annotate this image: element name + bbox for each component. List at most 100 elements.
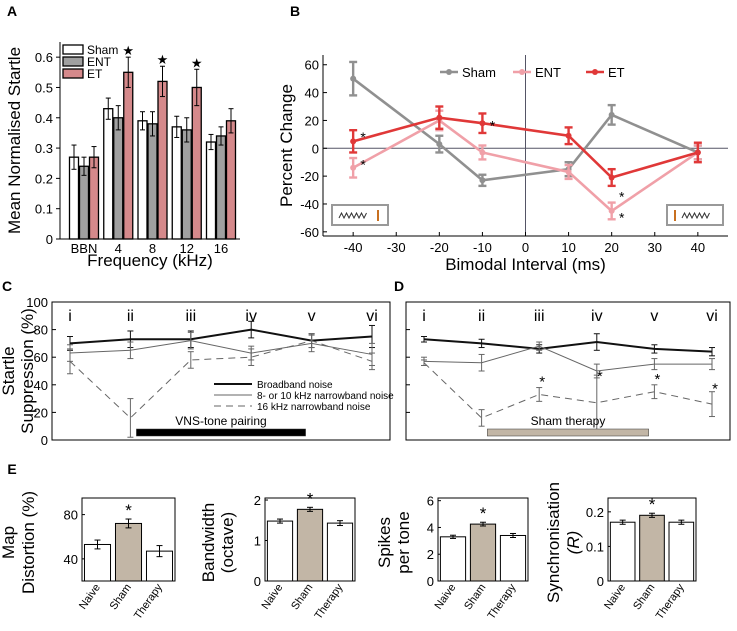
panel-e3-bar-therapy — [499, 534, 527, 582]
panel-d-significance-star: * — [712, 381, 718, 398]
panel-e3-y-tick-label: 0 — [427, 574, 434, 589]
panel-a-legend-label-et: ET — [87, 67, 103, 81]
panel-c-y-tick-label: 80 — [34, 323, 48, 338]
panel-e4-bar-therapy — [668, 521, 695, 582]
panel-a-bar-et — [157, 80, 168, 240]
panel-e4-y-axis-label-line2: (R) — [564, 531, 583, 555]
panel-e2-x-tick-label: Therapy — [312, 581, 345, 621]
panel-b-x-tick-label: 20 — [604, 240, 618, 255]
panel-a-legend-swatch-ent — [62, 56, 84, 67]
panel-e3-y-tick-label: 6 — [427, 494, 434, 509]
panel-e1-y-tick-label: 80 — [64, 508, 78, 523]
panel-b-legend-label-ent: ENT — [535, 65, 561, 80]
panel-a-significance-star: ★ — [191, 55, 203, 70]
panel-e4-x-tick-label: Sham — [631, 582, 657, 612]
panel-d-label: D — [394, 278, 404, 294]
panel-b-point-ent — [565, 168, 572, 175]
panel-a-significance-star: ★ — [157, 52, 169, 67]
panel-b-significance-star: * — [360, 129, 366, 145]
panel-a-x-tick-label: 16 — [214, 241, 228, 256]
panel-b-label: B — [290, 3, 300, 19]
panel-b-x-tick-label: -20 — [430, 240, 449, 255]
panel-e2-x-tick-label: Naive — [259, 582, 285, 612]
panel-c-y-tick-label: 60 — [34, 350, 48, 365]
panel-c-session-label: iv — [245, 308, 257, 325]
panel-e4-bar-naive — [609, 521, 636, 582]
panel-c-series-line — [69, 340, 373, 355]
panel-b-point-sham — [436, 141, 443, 148]
panel-e4-y-tick-label: 0.1 — [586, 539, 604, 554]
panel-c-label: C — [2, 278, 12, 294]
panel-e2-bar-therapy — [326, 522, 354, 582]
panel-b-y-tick-label: -20 — [300, 169, 319, 184]
panel-c-treatment-label: VNS-tone pairing — [175, 414, 266, 428]
panel-d-treatment-bar — [487, 428, 649, 437]
panel-e2-y-tick-label: 1 — [254, 534, 261, 549]
panel-c-session-label: vi — [366, 308, 378, 325]
panel-a-y-tick-label: 0.5 — [35, 80, 53, 95]
panel-a-y-axis-label: Mean Normalised Startle — [5, 47, 24, 234]
panel-b-point-sham — [479, 177, 486, 184]
panel-a-x-tick-label: 4 — [115, 241, 122, 256]
panel-a-y-tick-label: 0 — [46, 232, 53, 247]
panel-b-point-et — [565, 132, 572, 139]
panel-e1-y-tick-label: 40 — [64, 552, 78, 567]
panel-e3-x-tick-label: Sham — [462, 582, 488, 612]
panel-e2-y-tick-label: 0 — [254, 574, 261, 589]
panel-b-series-line-sham — [352, 77, 699, 182]
panel-b-point-ent — [479, 149, 486, 156]
panel-b-point-ent — [608, 207, 615, 214]
panel-b-inset-left-noise-burst — [338, 211, 367, 220]
panel-b-y-tick-label: 40 — [305, 86, 319, 101]
panel-a-bar-et — [123, 71, 134, 240]
panel-d-significance-star: * — [654, 371, 660, 388]
panel-b-x-axis-label: Bimodal Interval (ms) — [445, 255, 606, 274]
panel-d-session-label: v — [650, 308, 658, 325]
panel-e2-y-axis-label-line1: Bandwidth — [199, 503, 218, 582]
panel-c-session-label: i — [68, 308, 72, 325]
panel-d-series-line — [423, 338, 713, 353]
panel-e3-y-axis-label-line2: per tone — [394, 511, 413, 573]
panel-a-bar-ent — [147, 123, 158, 240]
panel-e1-bar-naive — [83, 543, 112, 582]
panel-d-session-label: ii — [478, 308, 485, 325]
panel-c-y-tick-label: 20 — [34, 405, 48, 420]
panel-c-series-line — [69, 328, 373, 345]
panel-b-point-sham — [608, 111, 615, 118]
panel-a-y-tick-label: 0.4 — [35, 111, 53, 126]
panel-a-legend-swatch-et — [62, 68, 84, 79]
panel-b-point-et — [350, 138, 357, 145]
panel-e1-x-tick-label: Naive — [77, 582, 103, 612]
panel-c-series-line — [69, 340, 373, 419]
panel-c-y-tick-label: 0 — [41, 433, 48, 448]
panel-c-legend-label: Broadband noise — [257, 380, 333, 391]
panel-a-bar-et — [191, 86, 202, 240]
panel-b-legend-label-sham: Sham — [462, 65, 496, 80]
panel-a-y-tick-label: 0.1 — [35, 202, 53, 217]
panel-a-bar-ent — [113, 117, 124, 240]
panel-b-legend-marker-ent — [519, 69, 525, 75]
panel-b-y-tick-label: 0 — [312, 141, 319, 156]
panel-d-session-label: iii — [534, 308, 545, 325]
panel-a-legend-label-ent: ENT — [87, 55, 112, 69]
panel-b-significance-star: * — [619, 210, 625, 226]
panel-e2-y-axis-label-line2: (octave) — [218, 512, 237, 573]
panel-b-y-tick-label: 60 — [305, 58, 319, 73]
panel-e4-y-tick-label: 0.2 — [586, 505, 604, 520]
panel-e1-y-axis-label-line1: Map — [0, 526, 18, 559]
panel-c-y-tick-label: 40 — [34, 378, 48, 393]
panel-a-bar-et — [88, 156, 100, 240]
panel-b-x-tick-label: -10 — [473, 240, 492, 255]
panel-e3-bar-naive — [439, 536, 467, 582]
panel-b-point-et — [436, 114, 443, 121]
panel-a-bar-ent — [181, 129, 192, 240]
panel-a-legend-swatch-sham — [62, 44, 84, 55]
panel-b-legend-marker-et — [592, 69, 598, 75]
panel-a-bar-ent — [215, 135, 227, 240]
panel-b-series-line-et — [352, 116, 699, 179]
panel-e1-x-tick-label: Therapy — [132, 581, 165, 621]
panel-b-inset-right-noise-burst — [681, 211, 710, 220]
panel-b-x-tick-label: -30 — [387, 240, 406, 255]
panel-a-legend-label-sham: Sham — [87, 43, 118, 57]
